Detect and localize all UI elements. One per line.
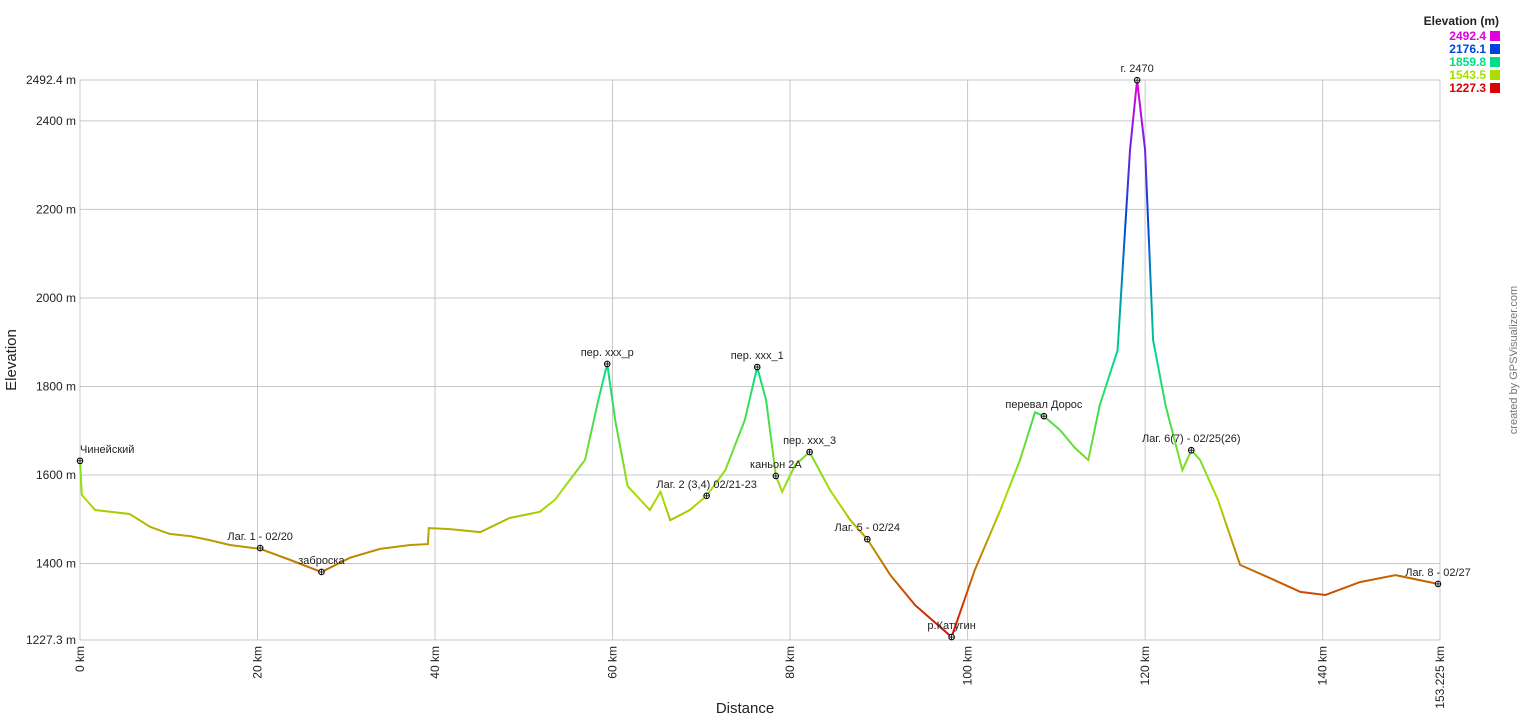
legend-title: Elevation (m): [1424, 14, 1499, 28]
waypoint: пер. xxx_p: [581, 347, 634, 368]
legend-swatch: [1490, 57, 1500, 67]
x-tick-label: 100 km: [961, 646, 975, 685]
waypoint: р.Катугин: [927, 620, 976, 641]
x-tick-label: 80 km: [783, 646, 797, 679]
y-tick-label: 2400 m: [36, 114, 76, 128]
waypoint-label: Лаг. 6(7) - 02/25(26): [1142, 433, 1241, 445]
x-tick-label: 120 km: [1138, 646, 1152, 685]
waypoint: Лаг. 8 - 02/27: [1405, 567, 1471, 588]
legend-swatch: [1490, 44, 1500, 54]
x-axis-label: Distance: [716, 700, 774, 717]
waypoint-label: Лаг. 5 - 02/24: [835, 522, 901, 534]
waypoint: Лаг. 2 (3,4) 02/21-23: [656, 479, 757, 500]
y-tick-label: 2492.4 m: [26, 73, 76, 87]
y-tick-label: 2000 m: [36, 291, 76, 305]
waypoint-label: Чинейский: [80, 444, 134, 456]
waypoint-label: Лаг. 1 - 02/20: [227, 531, 293, 543]
x-tick-label: 20 km: [251, 646, 265, 679]
legend-value: 1859.8: [1449, 55, 1486, 69]
waypoint: Лаг. 1 - 02/20: [227, 531, 293, 552]
waypoint: г. 2470: [1120, 63, 1154, 84]
waypoint: перевал Дорос: [1005, 399, 1083, 420]
y-tick-label: 1227.3 m: [26, 633, 76, 647]
waypoint: Чинейский: [76, 444, 134, 465]
waypoint-label: заброска: [298, 555, 345, 567]
waypoint-label: Лаг. 2 (3,4) 02/21-23: [656, 479, 756, 491]
x-tick-label: 40 km: [428, 646, 442, 679]
x-tick-label: 140 km: [1316, 646, 1330, 685]
legend-value: 1227.3: [1449, 81, 1486, 95]
waypoint: пер. xxx_1: [731, 350, 784, 371]
x-tick-label: 60 km: [606, 646, 620, 679]
elevation-line: [79, 80, 1441, 639]
waypoint-label: пер. xxx_1: [731, 350, 784, 362]
waypoint: заброска: [298, 555, 345, 576]
waypoint: Лаг. 5 - 02/24: [835, 522, 901, 543]
x-tick-label: 0 km: [73, 646, 87, 672]
waypoint-label: Лаг. 8 - 02/27: [1405, 567, 1471, 579]
legend-value: 2492.4: [1449, 29, 1486, 43]
waypoint-label: каньон 2А: [750, 459, 802, 471]
waypoint: пер. xxx_3: [783, 435, 836, 456]
credit: created by GPSVisualizer.com: [1508, 286, 1520, 434]
y-tick-label: 1400 m: [36, 557, 76, 571]
waypoint-label: г. 2470: [1120, 63, 1153, 75]
legend-value: 1543.5: [1449, 68, 1486, 82]
waypoint-label: перевал Дорос: [1005, 399, 1083, 411]
waypoint: Лаг. 6(7) - 02/25(26): [1142, 433, 1241, 454]
legend-value: 2176.1: [1449, 42, 1486, 56]
legend-swatch: [1490, 31, 1500, 41]
waypoint-label: пер. xxx_3: [783, 435, 836, 447]
y-tick-label: 1600 m: [36, 468, 76, 482]
legend-swatch: [1490, 83, 1500, 93]
legend-swatch: [1490, 70, 1500, 80]
y-tick-label: 1800 m: [36, 379, 76, 393]
y-tick-label: 2200 m: [36, 202, 76, 216]
waypoint-label: р.Катугин: [927, 620, 975, 632]
waypoint-label: пер. xxx_p: [581, 347, 634, 359]
y-axis-label: Elevation: [3, 329, 20, 391]
waypoint: каньон 2А: [750, 459, 802, 480]
x-tick-label: 153.225 km: [1433, 646, 1447, 709]
